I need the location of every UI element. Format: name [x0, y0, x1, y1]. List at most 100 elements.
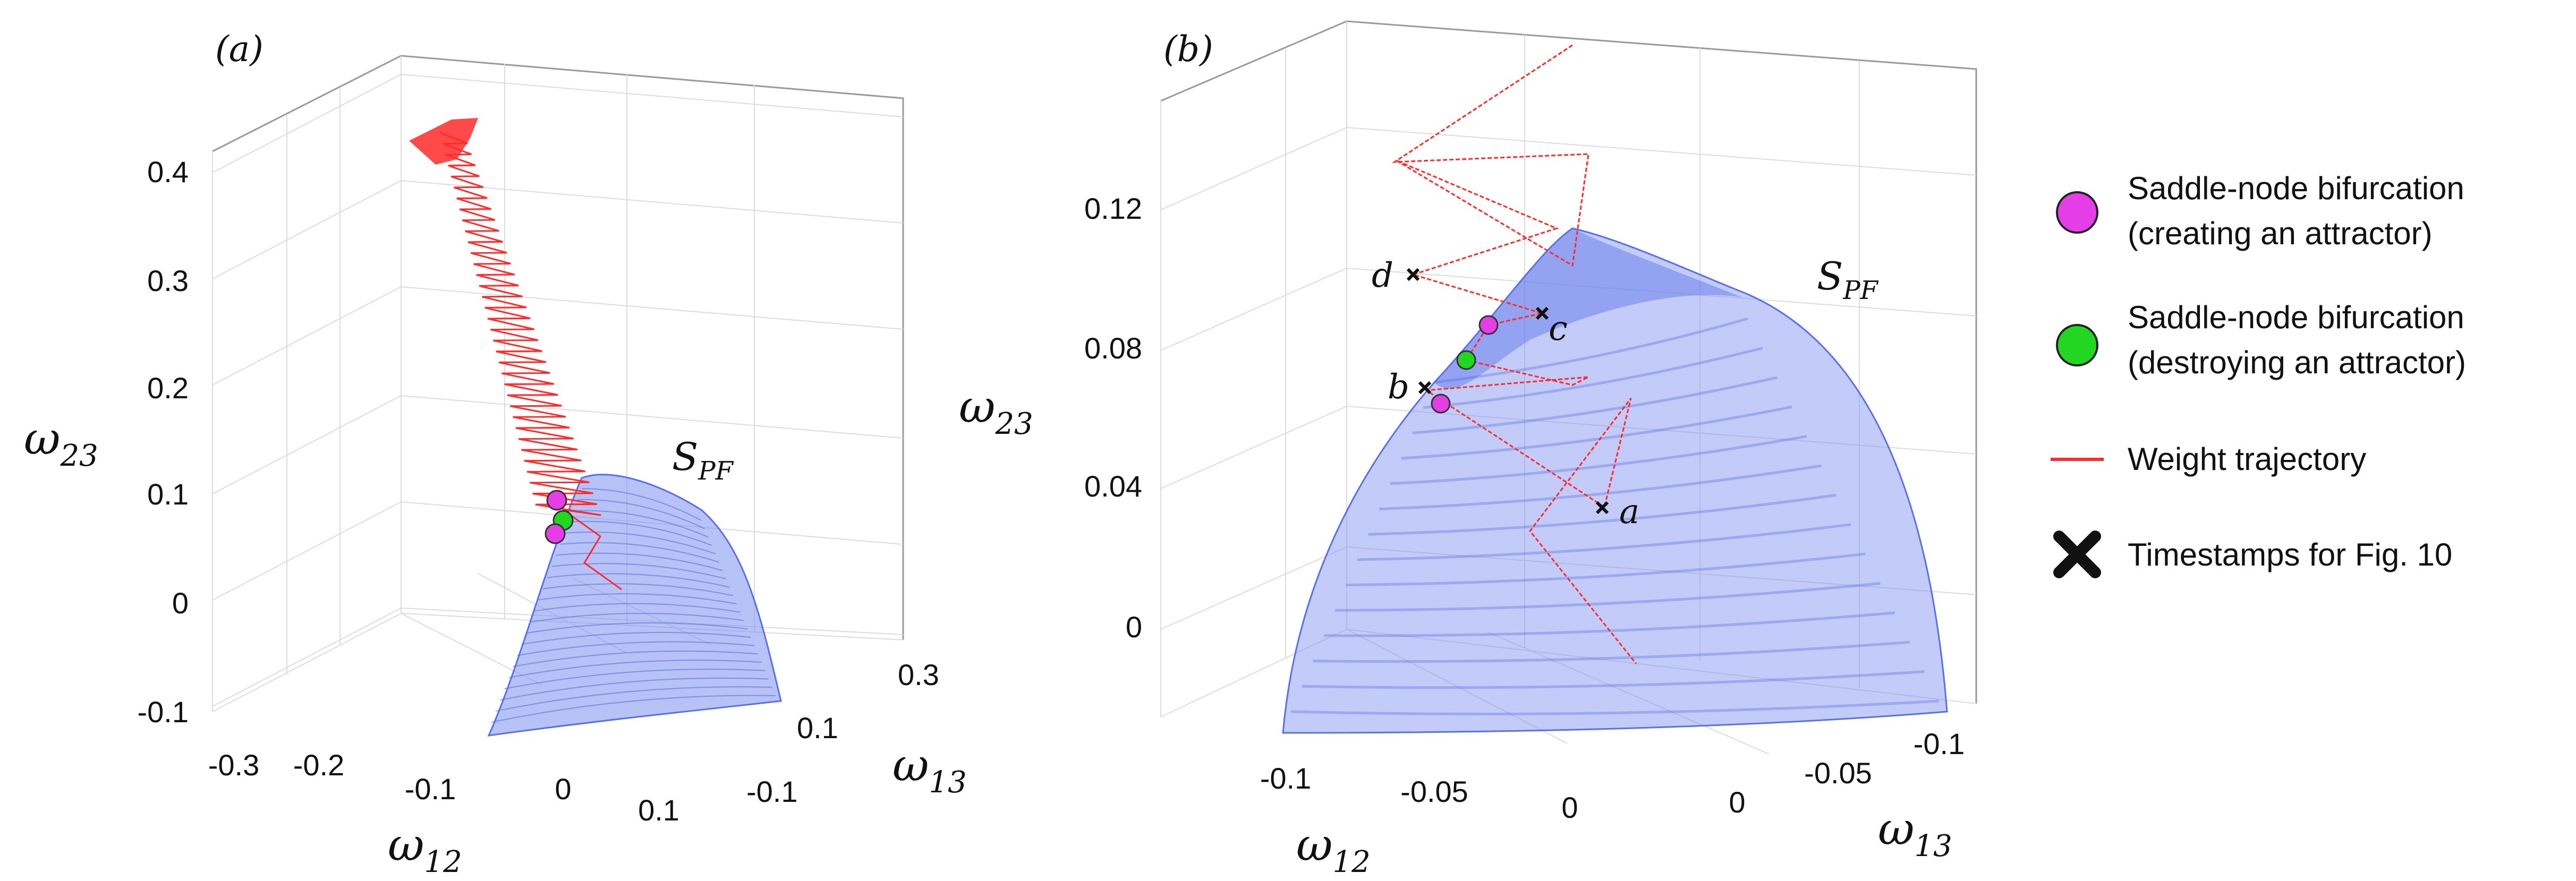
panel-b-timestamp-crosses: [1406, 268, 1609, 515]
panel-a-label: (a): [215, 29, 263, 70]
panel-b-surface-contour-line: [1302, 670, 1925, 689]
panel-a-z-axis-label: ω23: [24, 413, 98, 473]
panel-a-x-tick: -0.3: [208, 748, 260, 782]
panel-a-z-tick: 0.3: [147, 264, 189, 297]
panel-b-destroying-marker: [1456, 350, 1476, 370]
panel-a-surface-contour-line: [499, 677, 769, 701]
panel-a-surface-contour-line: [551, 563, 726, 579]
panel-a-surface-label: SPF: [672, 434, 734, 486]
panel-b-x-ticks: -0.1 -0.05 0: [1260, 762, 1578, 824]
panel-b-surface-label: SPF: [1817, 254, 1879, 305]
legend-timestamp-cross-icon: [2053, 531, 2101, 578]
panel-a-surface-contour-line: [564, 531, 716, 554]
panel-b-label: (b): [1163, 29, 1213, 70]
panel-a-surface-contour-line: [530, 612, 744, 623]
panel-a-surface-contour-line: [504, 669, 766, 690]
panel-a-x-ticks: -0.3 -0.2 -0.1 0 0.1: [208, 748, 679, 827]
panel-b-surface-contour-line: [1357, 523, 1851, 561]
panel-a-z-tick: 0.4: [147, 155, 189, 189]
panel-a-surface-contour-line: [560, 542, 719, 563]
panel-b-x-tick: -0.05: [1400, 775, 1468, 808]
panel-b-x-tick: -0.1: [1260, 762, 1312, 795]
panel-b-y-tick: 0: [1729, 785, 1745, 819]
panel-a-surface-contour-line: [525, 622, 747, 634]
panel-a-surface-contour-line: [491, 695, 776, 723]
panel-a-creating-marker-1: [546, 490, 567, 511]
panel-b-y-ticks: 0 -0.05 -0.1: [1729, 727, 1965, 819]
panel-a-x-axis-label: ω12: [388, 819, 462, 879]
panel-b: d c b a SPF (b) 0.12 0.08 0.04 0 -0.1 -0…: [959, 20, 1977, 879]
panel-a-surface-contour-line: [577, 499, 705, 529]
panel-b-surface-contour-line: [1412, 376, 1778, 434]
panel-a-surface-contour-line: [568, 520, 712, 546]
panel-b-surface-contour-line: [1346, 552, 1866, 587]
panel-a-weight-trajectory: [439, 132, 622, 591]
legend-creating-line1: Saddle-node bifurcation: [2128, 170, 2464, 206]
panel-b-surface-contour-line: [1434, 317, 1748, 384]
legend-creating-marker: [2056, 191, 2098, 234]
panel-b-z-ticks: 0.12 0.08 0.04 0: [1084, 192, 1142, 644]
legend-destroying-line2: (destroying an attractor): [2128, 345, 2466, 380]
panel-a-y-tick: 0.1: [797, 711, 838, 745]
panel-b-surface-contour-line: [1379, 464, 1822, 510]
panel-a-z-tick: 0.2: [147, 371, 189, 405]
panel-a-creating-marker-2: [545, 523, 566, 544]
panel-a-y-axis-label: ω13: [892, 739, 967, 800]
panel-b-y-tick: -0.1: [1914, 727, 1965, 760]
panel-b-z-tick: 0.08: [1084, 331, 1142, 365]
legend-destroying-marker: [2056, 324, 2098, 366]
panel-a-z-ticks: 0.4 0.3 0.2 0.1 0 -0.1: [138, 155, 189, 729]
panel-b-z-tick: 0.04: [1084, 469, 1142, 503]
panel-b-z-tick: 0.12: [1084, 192, 1142, 225]
panel-a-surface-contour-line: [556, 552, 723, 571]
panel-b-y-axis-label: ω13: [1878, 803, 1952, 863]
panel-b-grid: [1160, 20, 1977, 755]
panel-a-x-tick: -0.2: [293, 748, 345, 782]
panel-b-creating-marker-2: [1431, 394, 1451, 414]
panel-b-surface-top-fold: [1434, 228, 1742, 389]
panel-b-z-tick: 0: [1126, 610, 1142, 644]
panel-b-surface-contours: [1290, 317, 1940, 715]
panel-a-trajectory-start-cluster: [409, 118, 478, 165]
panel-b-timestamp-c-label: c: [1549, 309, 1568, 348]
panel-b-surface-contour-line: [1390, 435, 1807, 485]
panel-b-x-axis-label: ω12: [1296, 819, 1371, 879]
panel-a-surface-contour-line: [543, 583, 734, 596]
panel-a-x-tick: 0.1: [638, 793, 679, 827]
legend-creating-line2: (creating an attractor): [2128, 216, 2433, 251]
panel-a-y-ticks: -0.1 0.1 0.3: [746, 658, 939, 808]
panel-a-surface: [487, 474, 782, 737]
panel-a-surface-contour-line: [573, 510, 709, 538]
panel-b-y-tick: -0.05: [1804, 756, 1872, 790]
panel-b-surface: [1282, 227, 1948, 734]
panel-a-x-tick: 0: [555, 772, 571, 806]
panel-a-y-tick: 0.3: [898, 658, 939, 691]
panel-a-y-tick: -0.1: [746, 775, 798, 808]
panel-b-surface-contour-line: [1313, 640, 1910, 663]
panel-b-timestamp-b-cross: [1418, 381, 1432, 395]
panel-b-surface-contour-line: [1423, 346, 1763, 409]
panel-a-surface-contour-line: [508, 660, 762, 679]
panel-a-z-tick: -0.1: [138, 695, 189, 729]
panel-b-surface-contour-line: [1335, 581, 1881, 612]
panel-a-surface-contour-line: [581, 488, 702, 521]
panel-b-timestamp-a-label: a: [1619, 492, 1639, 532]
legend: Saddle-node bifurcation (creating an att…: [2051, 170, 2466, 578]
panel-a-z-tick: 0.1: [147, 477, 189, 511]
panel-a-surface-contour-line: [538, 593, 737, 605]
panel-a-surface-contour-line: [495, 686, 772, 712]
panel-a-surface-contour-line: [513, 650, 758, 668]
legend-destroying-line1: Saddle-node bifurcation: [2128, 300, 2464, 335]
panel-b-timestamp-a-cross: [1595, 501, 1609, 515]
legend-timestamp-label: Timestamps for Fig. 10: [2128, 537, 2452, 572]
panel-b-surface-contour-line: [1290, 699, 1940, 715]
panel-a-surface-contours: [491, 488, 776, 723]
panel-a-z-tick: 0: [172, 586, 189, 620]
panel-b-surface-contour-line: [1401, 405, 1792, 460]
panel-b-creating-marker-1: [1478, 315, 1499, 335]
panel-a-surface-contour-line: [547, 573, 730, 588]
panel-a-surface-contour-line: [521, 631, 751, 645]
panel-b-x-tick: 0: [1561, 791, 1578, 824]
panel-b-timestamp-d-label: d: [1372, 256, 1393, 295]
